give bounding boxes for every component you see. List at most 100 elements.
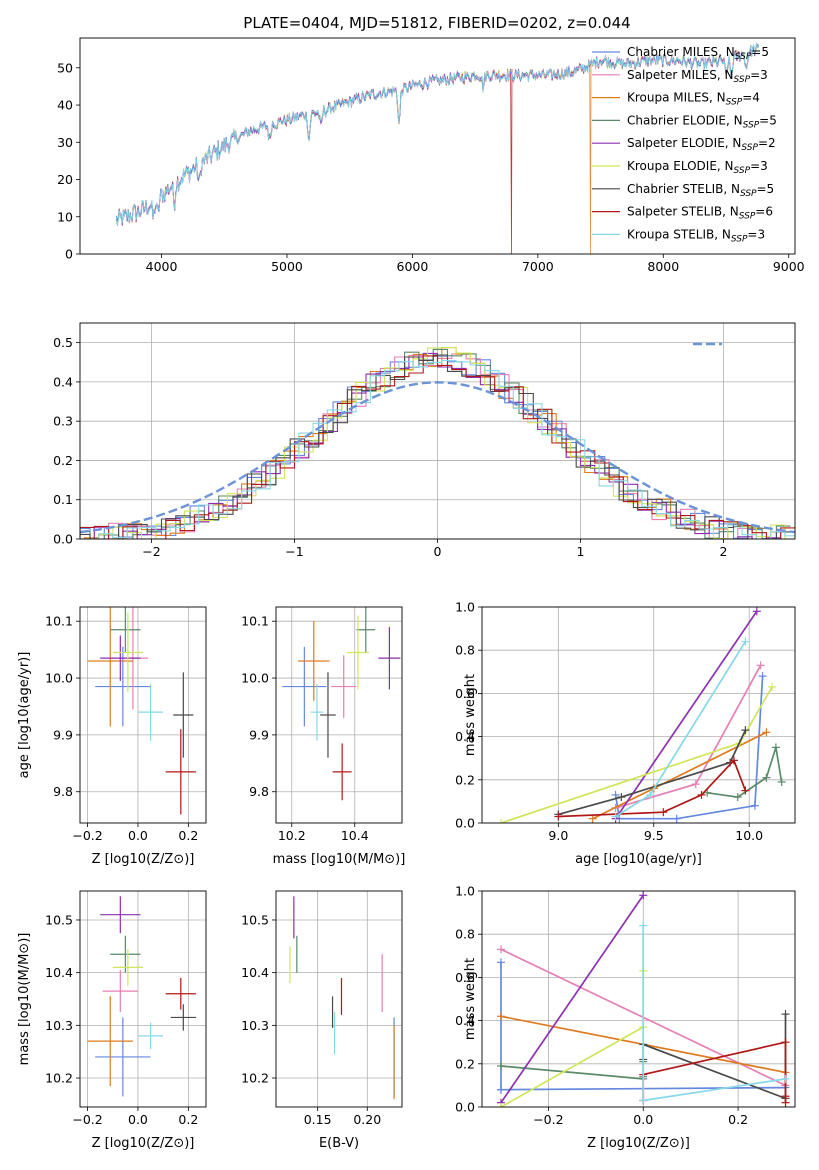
axes-frame: [481, 606, 796, 824]
errorbar-kroupa_elodie: [346, 615, 369, 690]
panel-age-vs-metallicity: −0.2 0.0 0.2 9.8 9.9 10.0 10.1 Z [log10(Z/Z⊙)] a…: [17, 606, 207, 867]
errorbar-chabrier_elodie: [110, 935, 141, 973]
x-tick-label: 7000: [522, 259, 554, 274]
legend-label-kroupa_elodie: Kroupa ELODIE, NSSP=3: [627, 159, 768, 176]
grid: [80, 607, 206, 823]
y-tick-label: 1.0: [455, 884, 475, 899]
y-tick-label: 0.4: [455, 729, 475, 744]
axes-frame: [481, 890, 796, 1108]
panel-mass-weight-vs-metallicity: −0.2 0.0 0.2 0.0 0.2 0.4 0.6 0.8 1.0 Z [log10(Z/Z…: [455, 884, 796, 1151]
x-tick-label: 0.20: [353, 1112, 381, 1127]
errorbar-kroupa_elodie: [112, 612, 143, 693]
errorbar-chabrier_miles: [95, 1017, 151, 1097]
x-tick-label: 0.2: [178, 1112, 198, 1127]
errorbar-salpeter_stelib: [165, 977, 196, 1010]
axes-frame: [275, 606, 403, 824]
y-tick-label: 10.4: [241, 965, 269, 980]
errorbar-chabrier_elodie: [110, 607, 141, 653]
y-tick-label: 0.4: [53, 374, 73, 389]
errorbar-kroupa_miles: [298, 621, 330, 701]
legend-label-salpeter_elodie: Salpeter ELODIE, NSSP=2: [627, 136, 776, 153]
legend-label-chabrier_miles: Chabrier MILES, NSSP=5: [627, 45, 769, 62]
x-tick-label: −0.2: [533, 1112, 563, 1127]
errorbar-salpeter_elodie: [378, 626, 401, 690]
plot-area: [80, 347, 795, 539]
y-tick-label: 10.5: [45, 912, 73, 927]
y-tick-label: 10.2: [45, 1071, 73, 1086]
x-tick-label: −1: [285, 544, 303, 559]
panel-mass-weight-vs-age: 9.0 9.5 10.0 0.0 0.2 0.4 0.6 0.8 1.0 age [log10(a…: [455, 600, 796, 867]
line-salpeter_elodie: [500, 894, 644, 1104]
panels: 4000 5000 6000 7000 8000 900001020304050Chabr…: [17, 37, 805, 1151]
y-tick-label: 0.4: [455, 1013, 475, 1028]
y-tick-label: 0.2: [455, 772, 475, 787]
plot-area: [87, 607, 196, 815]
y-tick-label: 20: [57, 172, 73, 187]
axes-frame: [79, 890, 207, 1108]
plot-area: [282, 607, 401, 801]
x-axis-label: Z [log10(Z/Z⊙)]: [587, 1136, 690, 1151]
x-axis-label: E(B-V): [319, 1136, 359, 1151]
y-tick-label: 10.0: [45, 671, 73, 686]
panel-residual-distribution: −2 −1 0 1 2 0.0 0.1 0.2 0.3 0.4 0.5: [53, 322, 796, 559]
y-tick-label: 9.8: [249, 784, 269, 799]
histogram-salpeter_stelib: [80, 355, 795, 539]
errorbar-salpeter_miles: [102, 970, 138, 1013]
errorbar-salpeter_stelib: [165, 729, 196, 815]
axes-frame: [79, 37, 796, 255]
x-tick-label: 5000: [271, 259, 303, 274]
errorbar-kroupa_miles: [87, 607, 133, 727]
y-tick-label: 0.2: [455, 1056, 475, 1071]
y-tick-label: 10.1: [241, 614, 269, 629]
errorbar-kroupa_stelib: [310, 683, 324, 741]
y-tick-label: 0.6: [455, 970, 475, 985]
y-tick-label: 0.8: [455, 927, 475, 942]
y-tick-label: 9.8: [53, 784, 73, 799]
legend: Chabrier MILES, NSSP=5 Salpeter MILES, NS…: [592, 45, 777, 244]
panel-mass-vs-extinction: 0.15 0.20 10.2 10.3 10.4 10.5 E(B-V): [241, 890, 403, 1151]
errorbar-kroupa_miles: [87, 996, 133, 1086]
x-tick-label: 9000: [773, 259, 805, 274]
x-tick-label: 4000: [146, 259, 178, 274]
y-axis-label: mass weight: [463, 674, 478, 756]
y-tick-label: 50: [57, 60, 73, 75]
y-tick-label: 10.2: [241, 1071, 269, 1086]
errorbar-salpeter_elodie: [100, 635, 141, 681]
legend-label-chabrier_elodie: Chabrier ELODIE, NSSP=5: [627, 113, 777, 130]
y-tick-label: 10: [57, 209, 73, 224]
legend-label-kroupa_stelib: Kroupa STELIB, NSSP=3: [627, 227, 765, 244]
y-tick-label: 10.1: [45, 614, 73, 629]
x-tick-label: 6000: [397, 259, 429, 274]
y-tick-label: 0.2: [53, 453, 73, 468]
axes-frame: [79, 606, 207, 824]
errorbar-chabrier_stelib: [170, 1004, 196, 1031]
x-tick-label: 0.0: [633, 1112, 653, 1127]
errorbar-salpeter_stelib: [332, 743, 352, 801]
legend-label-kroupa_miles: Kroupa MILES, NSSP=4: [627, 91, 760, 108]
normal-distribution-curve: [80, 381, 795, 534]
x-tick-label: 0.0: [128, 828, 148, 843]
y-axis-label: age [log10(age/yr)]: [17, 652, 32, 779]
line-chabrier_stelib: [558, 729, 747, 816]
grid: [276, 607, 402, 823]
axes-frame: [275, 890, 403, 1108]
errorbar-kroupa_stelib: [137, 1022, 164, 1050]
y-axis-label: mass [log10(M/M⊙)]: [17, 933, 32, 1066]
figure-title: PLATE=0404, MJD=51812, FIBERID=0202, z=0…: [243, 14, 630, 32]
x-tick-label: 0: [434, 544, 442, 559]
errorbar-kroupa_elodie: [112, 948, 143, 986]
x-tick-label: 10.4: [341, 828, 369, 843]
y-tick-label: 9.9: [53, 727, 73, 742]
errorbar-salpeter_elodie: [100, 896, 141, 934]
x-tick-label: 1: [577, 544, 585, 559]
y-tick-label: 0.3: [53, 414, 73, 429]
y-tick-label: 0.6: [455, 686, 475, 701]
histogram-chabrier_stelib: [80, 354, 791, 539]
x-axis-label: mass [log10(M/M⊙)]: [273, 852, 406, 867]
grid: [276, 891, 402, 1107]
legend-label-salpeter_miles: Salpeter MILES, NSSP=3: [627, 68, 768, 85]
y-tick-label: 0.0: [455, 1100, 475, 1115]
y-tick-label: 10.3: [241, 1018, 269, 1033]
y-tick-label: 0.1: [53, 492, 73, 507]
panel-age-vs-mass: 10.2 10.4 9.8 9.9 10.0 10.1 mass [log10(M/M⊙)]: [241, 606, 406, 867]
